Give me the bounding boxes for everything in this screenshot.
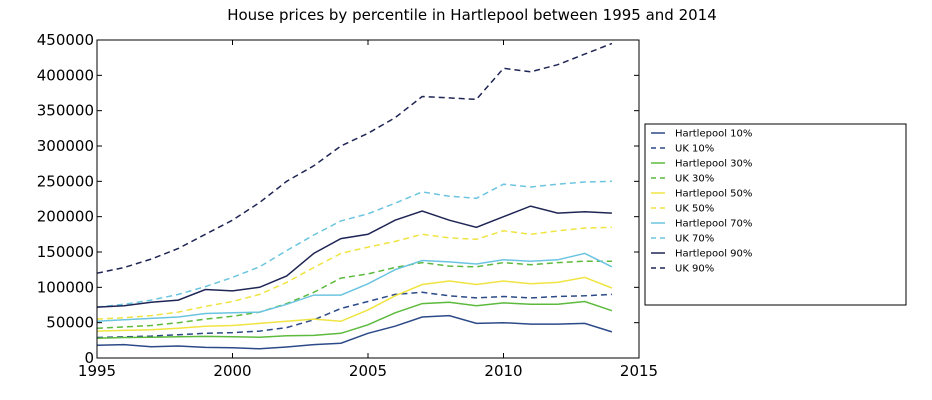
series-line-uk-70 [96,180,612,308]
series-line-hartlepool-90 [96,205,612,308]
series-line-hartlepool-30 [96,300,613,339]
x-tick-label: 1995 [78,362,116,380]
legend-label: UK 90% [675,264,714,275]
y-tick-label: 350000 [37,102,94,120]
legend-label: Hartlepool 50% [675,189,752,200]
legend-label: Hartlepool 30% [675,159,752,170]
series-line-hartlepool-70 [96,252,613,323]
legend-label: Hartlepool 90% [675,249,752,260]
legend-label: UK 30% [675,174,714,185]
plot-lines [96,42,613,350]
y-tick-label: 450000 [37,31,94,49]
series-line-uk-30 [96,260,612,330]
y-tick-label: 100000 [37,278,94,296]
legend-label: UK 70% [675,234,714,245]
y-tick-label: 200000 [37,208,94,226]
y-tick-label: 0 [84,349,94,367]
y-tick-label: 150000 [37,243,94,261]
y-tick-label: 250000 [37,172,94,190]
legend-label: UK 50% [675,204,714,215]
legend-box [644,123,907,306]
series-line-uk-90 [96,42,613,274]
chart-title: House prices by percentile in Hartlepool… [227,6,717,24]
series-line-hartlepool-10 [96,314,613,350]
x-tick-label: 2005 [349,362,387,380]
series-line-hartlepool-50 [96,276,613,332]
y-tick-label: 300000 [37,137,94,155]
y-tick-label: 400000 [37,66,94,84]
series-line-uk-50 [96,226,612,320]
legend: Hartlepool 10% UK 10% Hartlepool 30% UK 30%… [644,123,907,306]
x-tick-label: 2010 [484,362,522,380]
y-tick-label: 50000 [46,314,94,332]
legend-label: UK 10% [675,144,714,155]
series-line-uk-10 [96,291,612,339]
legend-label: Hartlepool 70% [675,219,752,230]
legend-label: Hartlepool 10% [675,129,752,140]
x-tick-label: 2000 [213,362,251,380]
axes: 1995 2000 2005 2010 2015 0 50000 100000 150000 20… [37,31,658,380]
x-tick-label: 2015 [620,362,658,380]
